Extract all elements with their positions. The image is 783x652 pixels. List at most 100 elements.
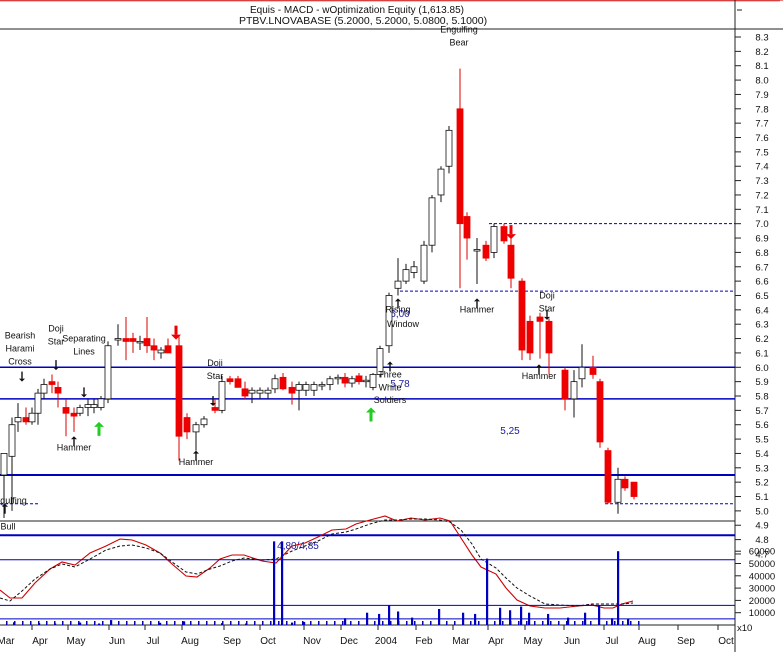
volume-bar xyxy=(126,621,128,625)
bearish-candle xyxy=(175,345,183,437)
macd-line xyxy=(0,515,634,609)
bullish-candle xyxy=(295,384,303,391)
arrow-up-head xyxy=(71,436,77,440)
bullish-candle xyxy=(136,341,144,344)
bullish-candle xyxy=(218,381,226,411)
volume-bar xyxy=(342,621,344,625)
price-tick-label: 5.4 xyxy=(755,449,768,460)
bearish-candle xyxy=(62,407,70,414)
volume-bar xyxy=(246,621,248,625)
bullish-candle xyxy=(40,384,48,394)
volume-bar xyxy=(486,558,489,625)
volume-bar xyxy=(390,621,392,625)
bullish-candle xyxy=(428,197,436,246)
price-tick-label: 6.2 xyxy=(755,334,768,345)
level-lines: 5,25 6,00 5,78 4,80/4,85 xyxy=(0,223,735,552)
volume-bar xyxy=(566,621,568,625)
month-label: Mar xyxy=(452,636,470,647)
volume-bar xyxy=(174,621,176,625)
bullish-candle xyxy=(385,295,393,347)
pattern-annotations: EngulfingBullBearishHaramiCrossDojiStarS… xyxy=(0,25,556,532)
bullish-candle xyxy=(362,379,370,383)
arrow-down-head xyxy=(506,234,516,240)
price-tick-label: 6.7 xyxy=(755,262,768,273)
volume-bar xyxy=(622,621,624,625)
volume-bar xyxy=(366,612,369,625)
volume-bar xyxy=(310,621,312,625)
volume-bar xyxy=(30,621,32,625)
bullish-candle xyxy=(90,404,98,408)
bearish-candle xyxy=(545,320,553,354)
arrow-up-head xyxy=(536,364,542,368)
pattern-label: Window xyxy=(387,319,420,329)
volume-bar xyxy=(454,621,456,625)
volume-bar xyxy=(183,621,186,625)
volume-bar xyxy=(54,621,56,625)
signal-arrows xyxy=(2,225,550,514)
bullish-candle xyxy=(114,338,122,341)
bullish-candle xyxy=(420,244,428,282)
volume-bar xyxy=(518,621,520,625)
price-tick-label: 5.8 xyxy=(755,392,768,403)
pattern-label: Star xyxy=(48,336,65,346)
price-tick-label: 5.7 xyxy=(755,406,768,417)
month-label: Oct xyxy=(718,636,734,647)
bullish-candle xyxy=(271,378,279,390)
bearish-candle xyxy=(48,381,56,385)
arrow-up-head xyxy=(395,298,401,302)
bearish-candle xyxy=(54,386,62,394)
volume-bar xyxy=(98,623,101,625)
volume-bar xyxy=(278,621,280,625)
bearish-candle xyxy=(150,345,158,351)
volume-bar xyxy=(286,621,288,625)
bullish-candle xyxy=(326,378,334,385)
bullish-candle xyxy=(0,453,8,476)
arrow-down-head xyxy=(19,378,25,382)
bullish-candle xyxy=(28,412,36,423)
volume-bar xyxy=(14,621,16,625)
month-label: Jun xyxy=(109,636,125,647)
volume-bar xyxy=(302,621,304,625)
pattern-label: Doji xyxy=(48,323,64,333)
candles xyxy=(0,68,638,519)
price-tick-label: 4.9 xyxy=(755,521,768,532)
volume-bar xyxy=(190,621,192,625)
bearish-candle xyxy=(288,386,296,394)
pattern-label: Bearish xyxy=(5,331,36,341)
bullish-candle xyxy=(14,417,22,423)
pattern-label: Doji xyxy=(539,290,555,300)
pattern-label: Doji xyxy=(207,358,223,368)
volume-bar xyxy=(397,611,400,625)
volume-bar xyxy=(6,621,8,625)
bullish-candle xyxy=(473,249,481,252)
bullish-candle xyxy=(76,407,84,414)
volume-bar xyxy=(510,621,512,625)
month-label: Apr xyxy=(32,636,48,647)
macd-panel xyxy=(0,515,634,609)
volume-bar xyxy=(374,621,376,625)
volume-bar xyxy=(198,621,200,625)
volume-bar xyxy=(206,621,208,625)
month-label: 2004 xyxy=(375,636,398,647)
bullish-candle xyxy=(376,348,384,375)
volume-bar xyxy=(22,621,24,625)
level-label: 6,00 xyxy=(390,309,410,320)
volume-bar xyxy=(110,621,112,625)
price-tick-label: 5.6 xyxy=(755,420,768,431)
arrow-down-head xyxy=(171,334,181,340)
volume-bar xyxy=(382,621,384,625)
price-tick-label: 5.9 xyxy=(755,377,768,388)
month-label: Jul xyxy=(147,636,160,647)
bullish-candle xyxy=(84,404,92,408)
volume-bar xyxy=(238,621,240,625)
volume-bar xyxy=(611,618,614,625)
volume-bar xyxy=(158,621,160,625)
volume-tick-label: 30000 xyxy=(749,584,775,595)
price-tick-label: 7.4 xyxy=(755,162,768,173)
bearish-candle xyxy=(341,376,349,384)
price-tick-label: 6.5 xyxy=(755,291,768,302)
time-axis: Mar Apr May Jun Jul Aug Sep Oct Nov Dec 2004 Feb Mar… xyxy=(0,625,734,647)
volume-bar xyxy=(86,621,88,625)
volume-bar xyxy=(366,621,368,625)
volume-bar xyxy=(398,621,400,625)
